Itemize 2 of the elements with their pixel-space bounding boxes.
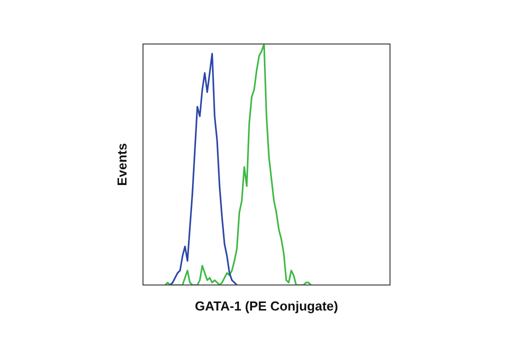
y-axis-title: Events	[114, 143, 130, 186]
x-axis-title: GATA-1 (PE Conjugate)	[194, 298, 338, 314]
